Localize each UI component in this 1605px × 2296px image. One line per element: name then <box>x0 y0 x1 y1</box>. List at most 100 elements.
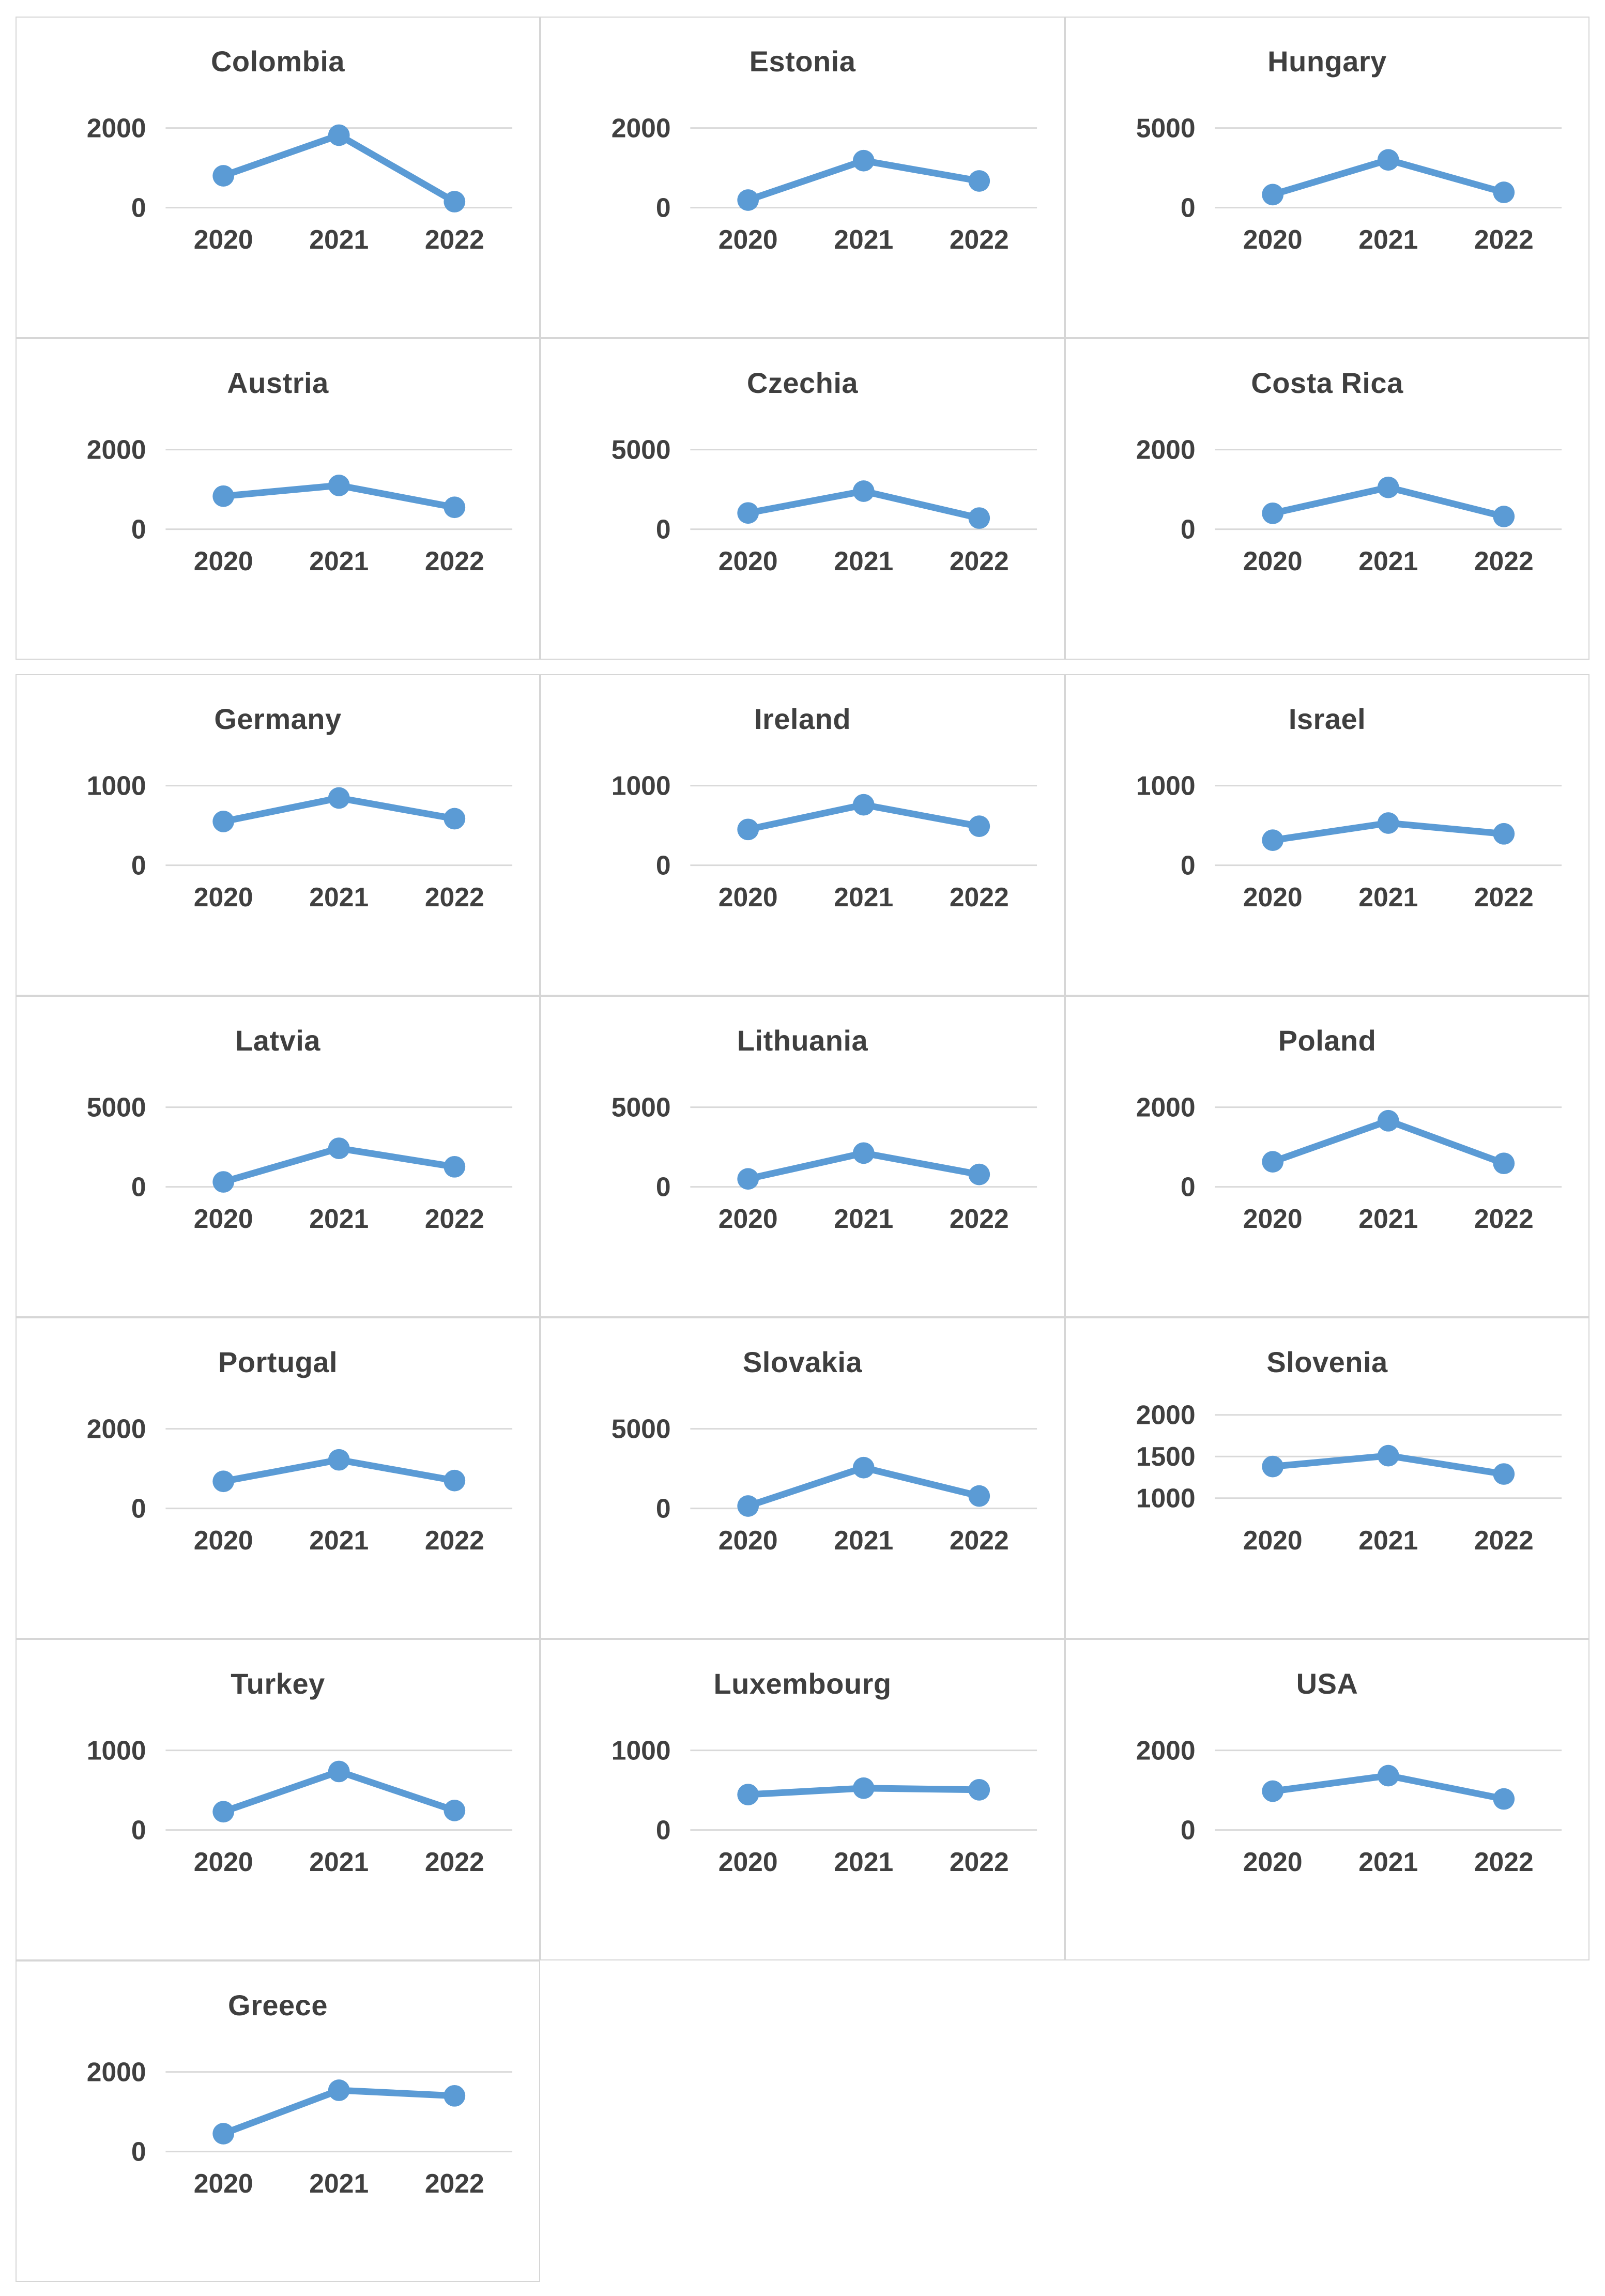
x-tick-label: 2022 <box>950 882 1009 912</box>
x-tick-label: 2022 <box>1474 224 1534 254</box>
x-tick-label: 2022 <box>950 1525 1009 1555</box>
chart-cell-lithuania: Lithuania 5000 0 2020 2021 2022 <box>540 996 1065 1317</box>
data-point-2022 <box>444 808 466 830</box>
y-tick-label: 2000 <box>1136 1400 1196 1430</box>
x-tick-label: 2021 <box>309 1204 369 1234</box>
line-chart: 1000 0 2020 2021 2022 <box>87 1736 513 1877</box>
x-tick-label: 2021 <box>309 546 369 576</box>
y-tick-label: 0 <box>656 514 671 544</box>
y-tick-label: 2000 <box>1136 1736 1196 1766</box>
y-tick-label: 0 <box>131 514 146 544</box>
x-tick-label: 2020 <box>1243 546 1303 576</box>
data-point-2021 <box>852 794 875 816</box>
data-point-2020 <box>1262 1780 1284 1802</box>
data-point-2021 <box>328 1449 350 1471</box>
chart-cell-czechia: Czechia 5000 0 2020 2021 2022 <box>540 338 1065 660</box>
chart-title: Israel <box>1288 703 1366 735</box>
y-tick-label: 0 <box>656 850 671 880</box>
chart-title: Colombia <box>210 45 345 78</box>
y-tick-label: 2000 <box>87 435 146 465</box>
data-point-2020 <box>737 818 759 841</box>
y-tick-label: 2000 <box>1136 1092 1196 1122</box>
y-tick-label: 0 <box>1181 514 1196 544</box>
data-point-2020 <box>212 1470 235 1493</box>
y-tick-label: 0 <box>1181 1172 1196 1202</box>
line-chart: 2000 0 2020 2021 2022 <box>87 113 513 254</box>
chart-cell-israel: Israel 1000 0 2020 2021 2022 <box>1065 674 1589 996</box>
data-point-2021 <box>328 2079 350 2101</box>
chart-cell-slovakia: Slovakia 5000 0 2020 2021 2022 <box>540 1317 1065 1639</box>
data-point-2022 <box>1493 1788 1515 1810</box>
y-tick-label: 2000 <box>87 113 146 143</box>
y-tick-label: 1000 <box>1136 1483 1196 1513</box>
x-tick-label: 2020 <box>719 882 778 912</box>
data-point-2020 <box>1262 184 1284 206</box>
y-tick-label: 2000 <box>612 113 671 143</box>
x-tick-label: 2022 <box>425 2168 484 2198</box>
x-tick-label: 2021 <box>834 224 893 254</box>
x-tick-label: 2022 <box>1474 1525 1534 1555</box>
data-point-2021 <box>1377 149 1399 171</box>
y-tick-label: 0 <box>656 1494 671 1524</box>
x-tick-label: 2020 <box>1243 224 1303 254</box>
data-point-2020 <box>212 811 235 832</box>
chart-title: Ireland <box>754 703 851 735</box>
y-tick-label: 0 <box>1181 850 1196 880</box>
data-point-2022 <box>968 1163 990 1185</box>
x-tick-label: 2020 <box>194 882 253 912</box>
x-tick-label: 2021 <box>309 224 369 254</box>
data-point-2021 <box>852 1456 875 1479</box>
x-tick-label: 2021 <box>834 1847 893 1877</box>
chart-cell-greece: Greece 2000 0 2020 2021 2022 <box>16 1960 540 2282</box>
x-tick-label: 2020 <box>194 1847 253 1877</box>
data-point-2020 <box>212 1171 235 1193</box>
data-point-2022 <box>444 496 466 519</box>
x-tick-label: 2022 <box>950 1847 1009 1877</box>
x-tick-label: 2020 <box>719 224 778 254</box>
data-point-2020 <box>1262 1151 1284 1173</box>
x-tick-label: 2021 <box>834 1204 893 1234</box>
x-tick-label: 2021 <box>309 1847 369 1877</box>
data-point-2022 <box>444 1469 466 1492</box>
x-tick-label: 2020 <box>1243 1204 1303 1234</box>
data-point-2021 <box>1377 476 1399 498</box>
data-point-2021 <box>852 1142 875 1164</box>
data-point-2022 <box>444 2085 466 2107</box>
x-tick-label: 2020 <box>1243 1525 1303 1555</box>
data-point-2022 <box>968 1778 990 1801</box>
y-tick-label: 0 <box>131 1815 146 1845</box>
y-tick-label: 0 <box>131 2137 146 2167</box>
x-tick-label: 2020 <box>719 546 778 576</box>
x-tick-label: 2022 <box>1474 546 1534 576</box>
y-tick-label: 5000 <box>612 1092 671 1122</box>
chart-title: Turkey <box>231 1667 325 1700</box>
data-point-2022 <box>1493 506 1515 527</box>
chart-title: Slovakia <box>742 1346 863 1378</box>
data-point-2020 <box>737 189 759 211</box>
data-point-2020 <box>212 165 235 187</box>
chart-title: Slovenia <box>1266 1346 1388 1378</box>
data-point-2021 <box>1377 1444 1399 1467</box>
chart-cell-hungary: Hungary 5000 0 2020 2021 2022 <box>1065 17 1589 338</box>
x-tick-label: 2020 <box>194 2168 253 2198</box>
y-tick-label: 0 <box>656 193 671 223</box>
x-tick-label: 2021 <box>309 2168 369 2198</box>
line-chart: 2000 0 2020 2021 2022 <box>87 435 513 576</box>
line-chart: 2000 0 2020 2021 2022 <box>1136 1736 1562 1877</box>
line-chart: 1000 0 2020 2021 2022 <box>87 771 513 912</box>
x-tick-label: 2020 <box>719 1525 778 1555</box>
data-point-2021 <box>852 149 875 172</box>
data-point-2021 <box>1377 1109 1399 1132</box>
x-tick-label: 2022 <box>1474 1847 1534 1877</box>
x-tick-label: 2021 <box>1358 882 1418 912</box>
line-chart: 5000 0 2020 2021 2022 <box>612 435 1037 576</box>
data-point-2020 <box>212 485 235 507</box>
chart-cell-usa: USA 2000 0 2020 2021 2022 <box>1065 1639 1589 1960</box>
line-chart: 5000 0 2020 2021 2022 <box>87 1092 513 1234</box>
x-tick-label: 2021 <box>309 882 369 912</box>
chart-cell-ireland: Ireland 1000 0 2020 2021 2022 <box>540 674 1065 996</box>
line-chart: 2000 0 2020 2021 2022 <box>87 2057 513 2198</box>
chart-title: Latvia <box>235 1024 320 1057</box>
data-point-2021 <box>1377 1765 1399 1787</box>
chart-title: USA <box>1296 1667 1358 1700</box>
